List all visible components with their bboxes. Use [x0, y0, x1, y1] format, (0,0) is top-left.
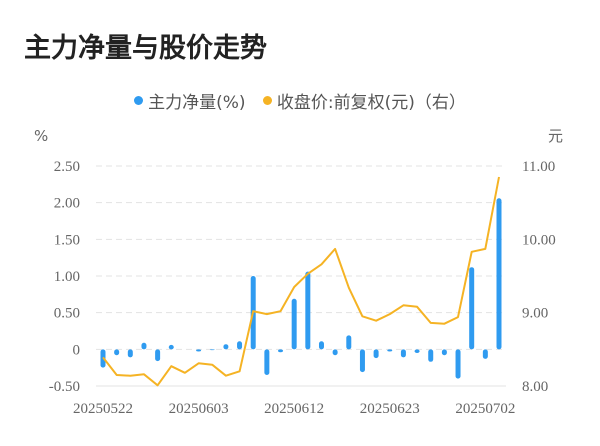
circle-dot-icon [134, 96, 144, 105]
bar [455, 349, 461, 379]
left-tick-label: 2.50 [54, 159, 80, 175]
bar [428, 349, 434, 362]
bar [441, 349, 447, 356]
x-tick-label: 20250603 [169, 401, 229, 417]
bar [127, 349, 133, 358]
bar [114, 349, 120, 356]
bar [168, 344, 174, 350]
circle-dot-icon [262, 96, 272, 105]
left-tick-label: 0.50 [54, 306, 80, 322]
x-tick-label: 20250522 [73, 401, 133, 417]
left-tick-label: 0 [73, 342, 81, 358]
legend: 主力净量(%) 收盘价:前复权(元)（右） [0, 88, 600, 113]
bar [359, 349, 365, 373]
x-tick-label: 20250623 [360, 401, 420, 417]
left-tick-label: 1.50 [54, 232, 80, 248]
left-tick-label: -0.50 [49, 379, 80, 395]
bar [400, 349, 406, 358]
bar [209, 349, 215, 351]
right-axis: 11.00 10.00 9.00 8.00 [522, 159, 556, 395]
right-tick-label: 8.00 [522, 379, 548, 395]
grid-lines [96, 165, 506, 387]
legend-item-close-price[interactable]: 收盘价:前复权(元)（右） [262, 88, 466, 113]
bar [305, 271, 311, 350]
chart-title: 主力净量与股价走势 [24, 33, 267, 64]
legend-label: 主力净量(%) [148, 93, 246, 113]
bar [346, 335, 352, 350]
bar [264, 349, 270, 375]
bar [469, 267, 475, 350]
bar [482, 349, 488, 359]
bar [373, 349, 379, 359]
bar [291, 298, 297, 350]
left-axis: 2.50 2.00 1.50 1.00 0.50 0 -0.50 [49, 159, 80, 395]
left-tick-label: 2.00 [54, 196, 80, 212]
right-tick-label: 11.00 [522, 159, 555, 175]
bar [332, 349, 338, 356]
x-tick-label: 20250702 [455, 401, 515, 417]
x-tick-label: 20250612 [264, 401, 324, 417]
left-tick-label: 1.00 [54, 269, 80, 285]
bar [496, 198, 502, 350]
bar [155, 349, 161, 362]
right-tick-label: 9.00 [522, 306, 548, 322]
left-axis-unit: % [34, 127, 48, 145]
close-price-line [102, 176, 500, 387]
right-axis-unit: 元 [548, 127, 563, 145]
net-flow-bars [100, 198, 502, 379]
right-tick-label: 10.00 [522, 232, 556, 248]
bar [141, 342, 147, 350]
x-axis: 20250522 20250603 20250612 20250623 20250702 [73, 401, 515, 417]
bar [387, 349, 393, 352]
bar [196, 349, 202, 352]
bar [223, 344, 229, 350]
bar [318, 341, 324, 350]
bar [414, 349, 420, 353]
bar [278, 349, 284, 353]
legend-label: 收盘价:前复权(元)（右） [276, 93, 466, 113]
legend-item-net-flow[interactable]: 主力净量(%) [134, 88, 246, 113]
bar [237, 341, 243, 350]
